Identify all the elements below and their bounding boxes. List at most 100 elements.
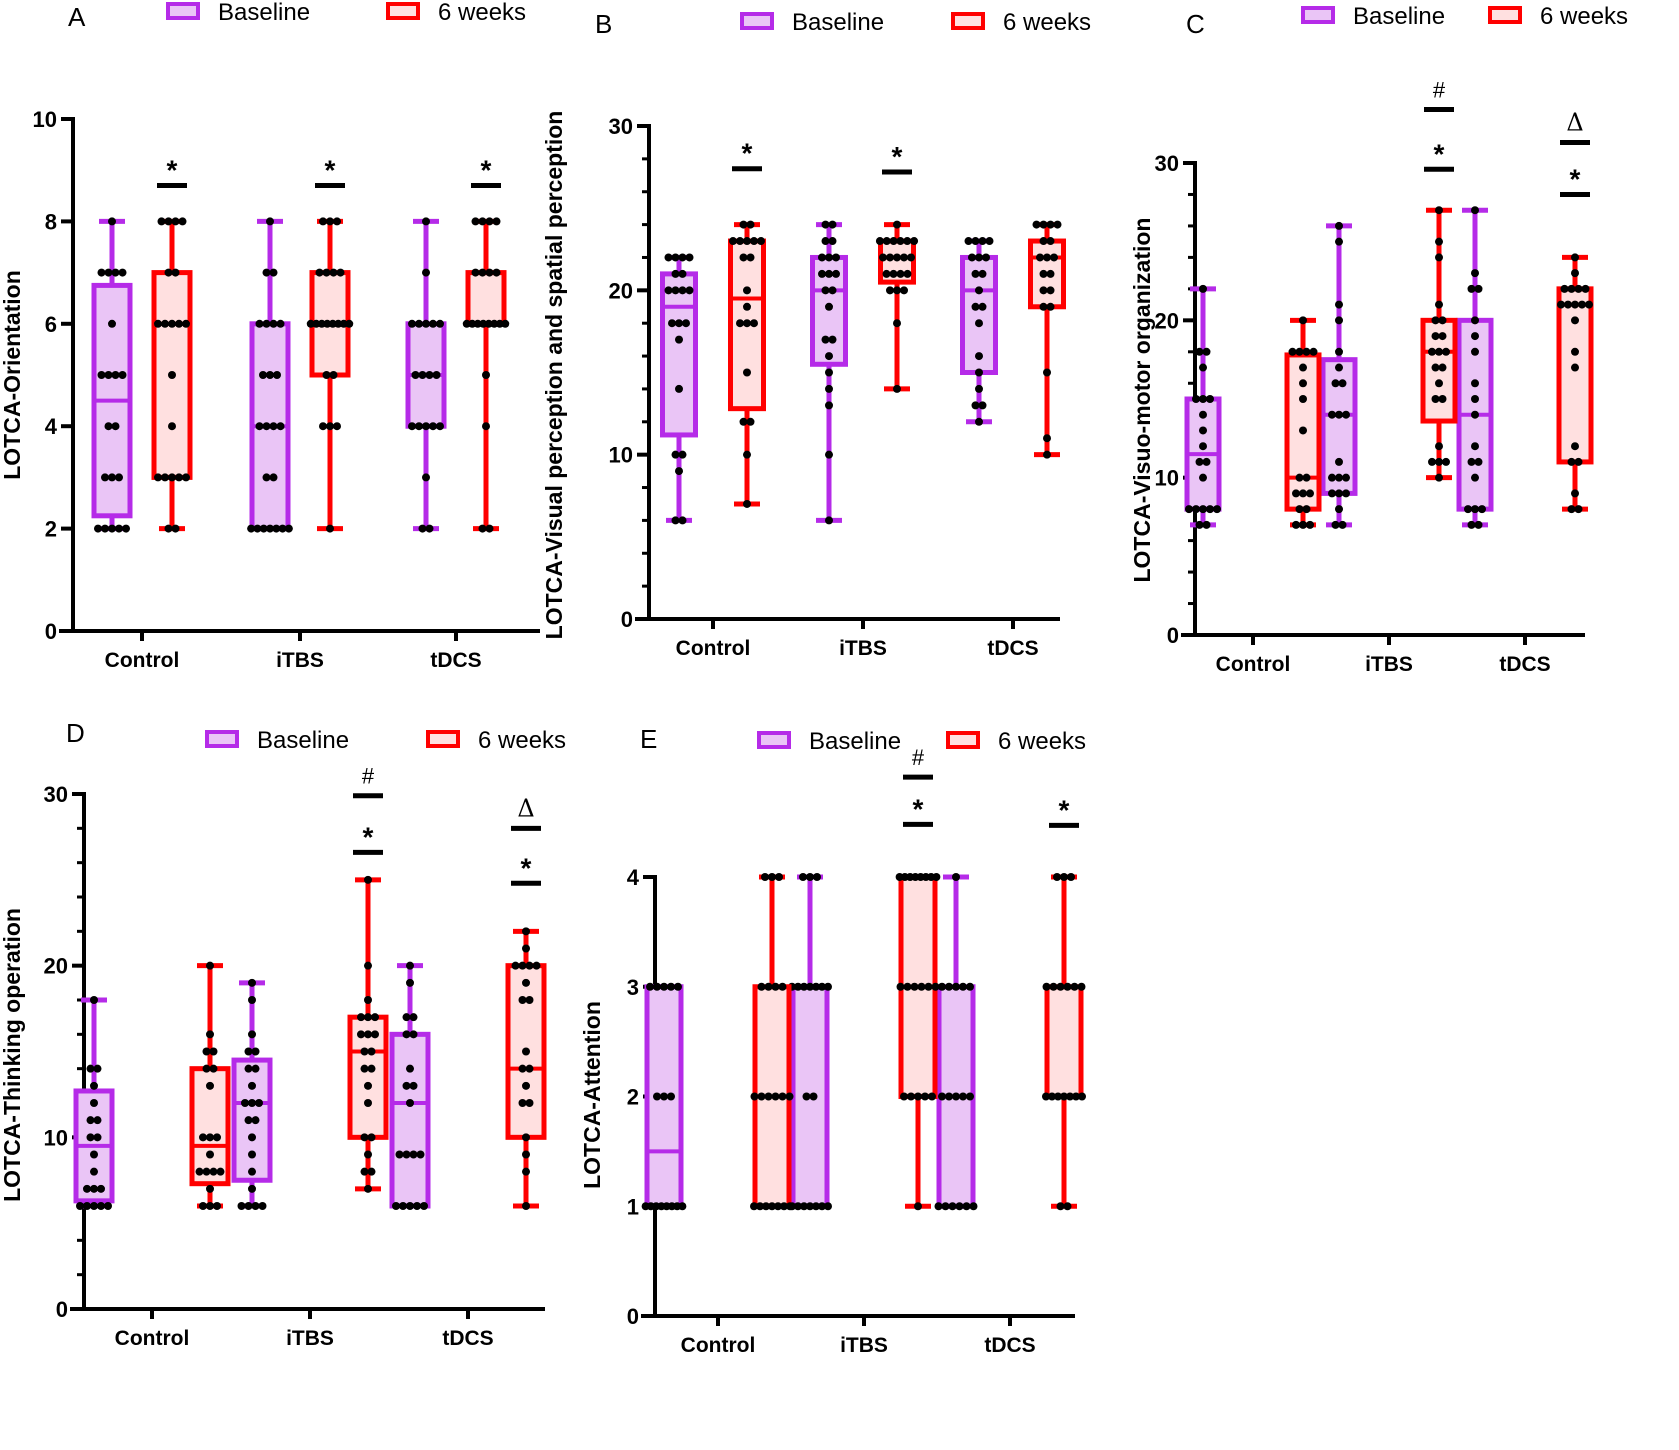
- data-point: [262, 319, 271, 328]
- significance-star: *: [167, 155, 178, 186]
- box-baseline-control: [1184, 284, 1222, 529]
- data-point: [893, 286, 901, 295]
- data-point: [1467, 457, 1476, 466]
- data-point: [209, 1064, 218, 1073]
- data-point: [108, 319, 116, 328]
- panel-letter: A: [68, 2, 86, 32]
- data-point: [757, 982, 766, 991]
- data-point: [1471, 347, 1479, 356]
- y-tick-label: 0: [56, 1297, 68, 1322]
- y-tick-label: 3: [627, 975, 639, 1000]
- box-weeks6-control: [1284, 316, 1322, 529]
- data-point: [1292, 520, 1300, 529]
- significance-star: *: [521, 852, 532, 883]
- data-point: [511, 961, 520, 970]
- data-point: [757, 237, 765, 246]
- data-point: [1435, 473, 1443, 482]
- significance-star: *: [481, 155, 492, 186]
- box-baseline-tdcs: [389, 961, 431, 1210]
- y-axis: 0 10 20 30: [44, 782, 86, 1322]
- panel-c-visuo-motor: C Baseline 6 weeks 0 10 20 30 LOTCA-Visuo-motor…: [1080, 0, 1679, 700]
- data-point: [97, 268, 106, 277]
- data-point: [1435, 206, 1443, 215]
- data-point: [199, 1133, 207, 1142]
- data-point: [364, 996, 372, 1004]
- data-point: [111, 422, 120, 431]
- data-point: [971, 237, 980, 246]
- data-point: [492, 268, 501, 277]
- data-point: [818, 1202, 826, 1211]
- data-point: [86, 1116, 95, 1125]
- data-point: [664, 253, 673, 262]
- x-category-label: tDCS: [1499, 653, 1550, 676]
- data-point: [825, 368, 833, 377]
- data-point: [525, 1064, 534, 1073]
- data-point: [422, 268, 430, 277]
- data-point: [1213, 505, 1221, 514]
- data-point: [108, 217, 116, 226]
- legend-swatch-weeks6: [946, 731, 980, 749]
- data-point: [357, 1013, 365, 1022]
- legend-swatch-baseline: [740, 12, 774, 30]
- box-baseline-control: [91, 217, 133, 533]
- data-point: [392, 1202, 400, 1210]
- data-point: [1435, 253, 1443, 262]
- legend-label-weeks6: 6 weeks: [1003, 9, 1091, 36]
- data-point: [743, 237, 751, 246]
- data-point: [323, 319, 332, 328]
- significance-marker: *: [882, 141, 912, 175]
- data-point: [1581, 284, 1590, 293]
- data-point: [761, 873, 769, 881]
- data-point: [907, 1092, 915, 1101]
- data-point: [1299, 363, 1307, 372]
- data-point: [806, 982, 814, 991]
- data-point: [821, 335, 830, 344]
- data-point: [1442, 457, 1450, 466]
- significance-marker: *: [1049, 794, 1079, 828]
- data-point: [333, 422, 341, 431]
- data-point: [1202, 520, 1211, 529]
- legend-item-weeks6: 6 weeks: [386, 0, 526, 26]
- box-weeks6-control: [189, 961, 231, 1210]
- significance-marker: *: [903, 793, 933, 827]
- data-point: [1302, 473, 1311, 482]
- data-point: [1043, 368, 1051, 377]
- data-point: [1471, 395, 1479, 403]
- data-point: [1302, 347, 1311, 356]
- x-category-label: iTBS: [839, 637, 887, 660]
- y-axis-title: LOTCA-Visuo-motor organization: [1129, 217, 1155, 582]
- data-point: [420, 1202, 428, 1210]
- data-point: [1442, 347, 1450, 356]
- box-weeks6-tdcs: [1042, 873, 1086, 1211]
- data-point: [1331, 379, 1340, 388]
- data-point: [168, 319, 176, 328]
- data-point: [334, 319, 343, 328]
- data-point: [213, 1133, 221, 1142]
- data-point: [1474, 284, 1483, 293]
- data-point: [768, 873, 776, 881]
- x-category-label: tDCS: [442, 1327, 493, 1350]
- data-point: [418, 371, 427, 379]
- data-point: [248, 1030, 256, 1039]
- legend-swatch-weeks6: [386, 2, 420, 20]
- data-point: [746, 417, 755, 426]
- data-point: [248, 978, 256, 987]
- data-point: [975, 286, 983, 295]
- x-category-label: iTBS: [286, 1327, 334, 1350]
- data-point: [86, 1064, 95, 1073]
- data-point: [900, 286, 908, 295]
- data-point: [272, 524, 281, 533]
- data-point: [415, 422, 423, 431]
- data-point: [1042, 982, 1051, 991]
- data-point: [896, 269, 905, 278]
- box-baseline-itbs: [1320, 221, 1358, 529]
- data-point: [1299, 379, 1307, 388]
- data-point: [1043, 253, 1051, 262]
- data-point: [1199, 363, 1207, 372]
- data-point: [938, 982, 946, 991]
- data-point: [678, 269, 687, 278]
- data-point: [478, 217, 487, 226]
- data-point: [1585, 300, 1593, 309]
- data-point: [893, 220, 901, 229]
- data-point: [1571, 442, 1579, 451]
